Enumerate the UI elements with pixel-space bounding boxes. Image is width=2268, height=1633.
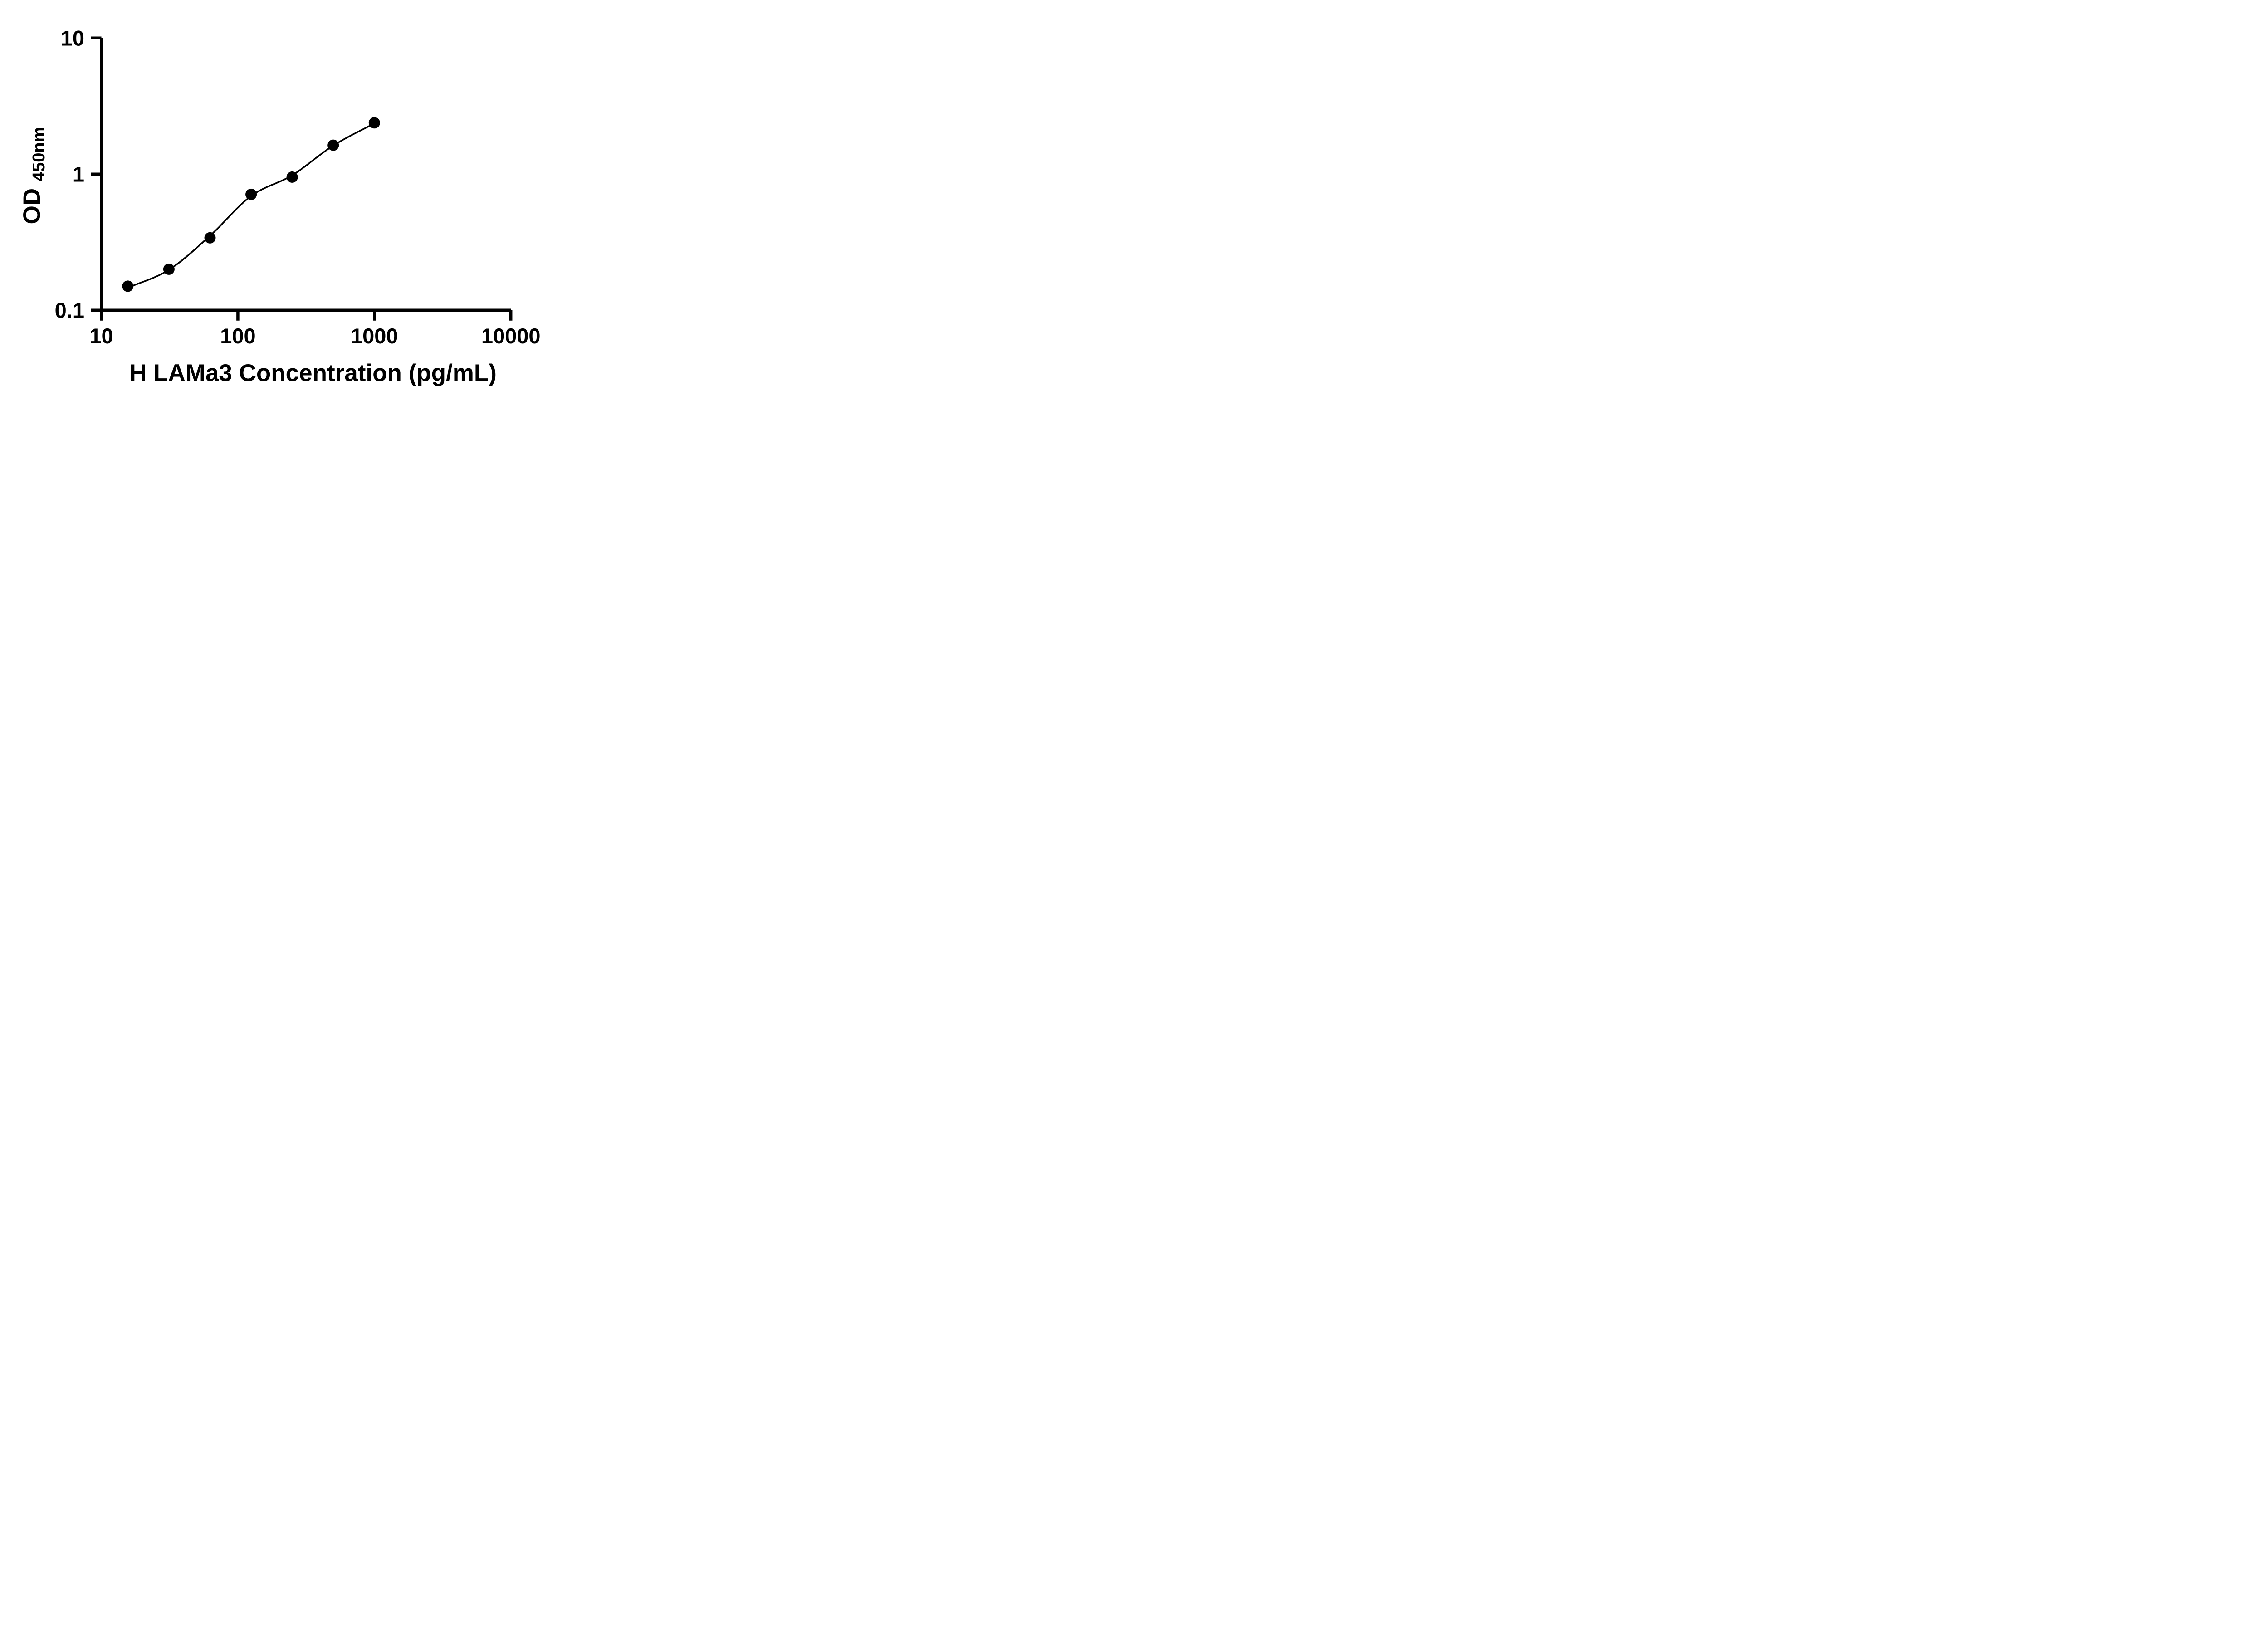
data-point-marker [163,263,175,275]
x-tick-label: 10000 [481,324,541,348]
axes: 10 100 1000 10000 0.1 1 10 [55,26,541,348]
y-tick-label: 1 [73,162,84,186]
y-axis-title-main: OD [19,188,45,225]
x-tick-label: 1000 [351,324,398,348]
standard-curve-chart: 10 100 1000 10000 0.1 1 10 H LAMa3 Concentrati… [19,26,541,386]
y-axis-title: OD 450nm [19,127,49,225]
y-tick-label: 10 [61,26,84,50]
data-point-marker [122,280,134,292]
x-tick-label: 10 [89,324,113,348]
data-point-marker [327,139,339,151]
data-point-marker [286,171,298,183]
data-point-marker [245,188,257,200]
x-axis-title: H LAMa3 Concentration (pg/mL) [129,360,497,386]
y-tick-label: 0.1 [55,298,84,322]
plot-area [122,117,380,292]
data-point-marker [368,117,380,129]
elisa-standard-curve-figure: 10 100 1000 10000 0.1 1 10 H LAMa3 Concentrati… [0,0,572,408]
x-tick-label: 100 [220,324,255,348]
data-point-marker [204,232,216,244]
y-axis-title-subscript: 450nm [29,127,49,181]
